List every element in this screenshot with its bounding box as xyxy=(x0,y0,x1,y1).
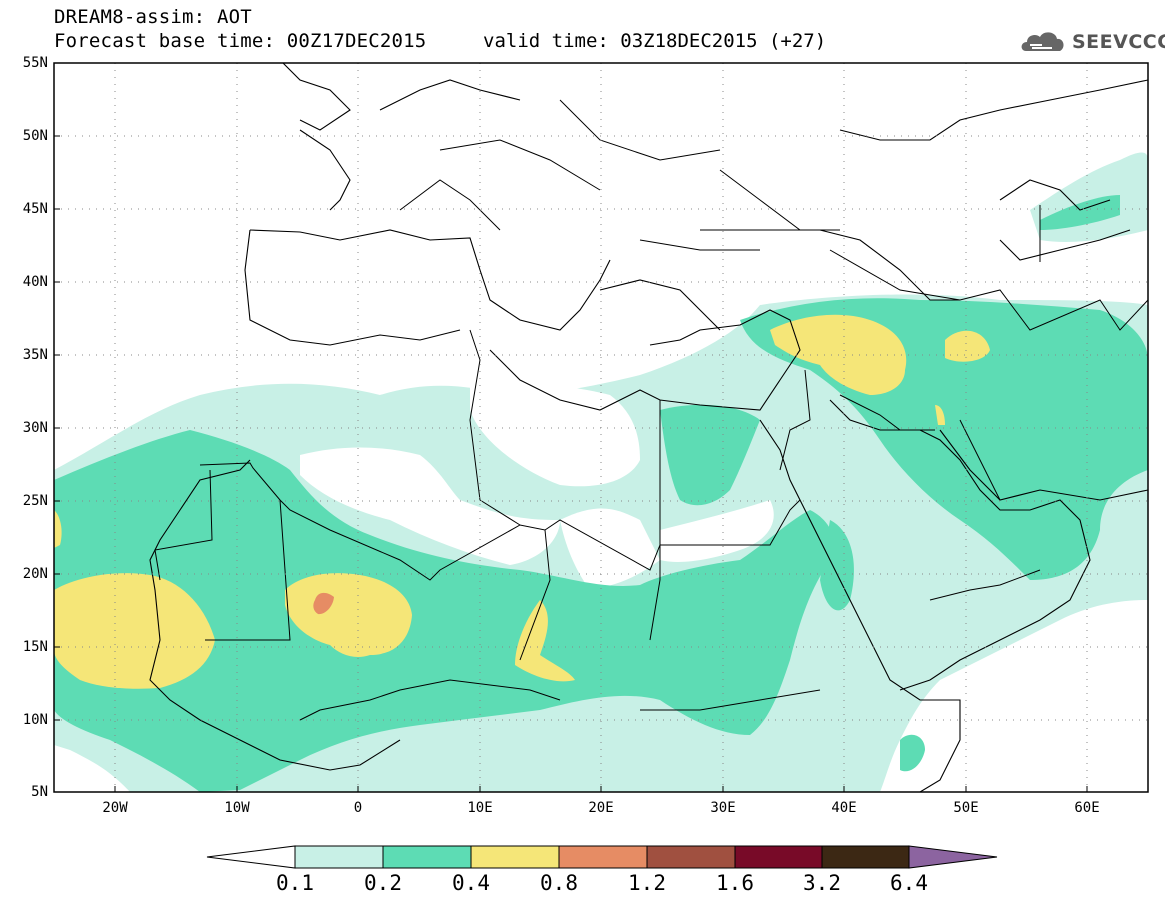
lat-label: 20N xyxy=(22,566,48,582)
aot-clear-areas xyxy=(300,383,774,590)
cloud-icon xyxy=(1021,32,1064,51)
forecast-base-time: Forecast base time: 00Z17DEC2015 xyxy=(54,30,427,52)
lat-label: 10N xyxy=(22,712,48,728)
lat-label: 5N xyxy=(31,784,48,800)
lat-label: 50N xyxy=(22,128,48,144)
lon-label: 10W xyxy=(224,800,250,816)
colorbar-bin-0.1 xyxy=(294,845,384,869)
lat-label: 30N xyxy=(22,420,48,436)
colorbar-label: 0.8 xyxy=(540,871,578,895)
graticule xyxy=(54,63,1148,792)
colorbar-bin-0.4 xyxy=(470,845,560,869)
coastlines xyxy=(149,63,1148,792)
colorbar-label: 6.4 xyxy=(890,871,928,895)
lat-label: 35N xyxy=(22,347,48,363)
lon-label: 50E xyxy=(953,800,979,816)
lon-label: 30E xyxy=(710,800,736,816)
colorbar-bin-1.6 xyxy=(734,845,823,869)
colorbar-label: 0.1 xyxy=(276,871,314,895)
colorbar-under xyxy=(206,845,296,869)
country-borders xyxy=(154,99,1148,721)
colorbar-bin-3.2 xyxy=(821,845,910,869)
colorbar-label: 1.6 xyxy=(716,871,754,895)
colorbar-label: 0.2 xyxy=(364,871,402,895)
logo-text: SEEVCCC xyxy=(1072,31,1165,53)
colorbar-label: 1.2 xyxy=(628,871,666,895)
colorbar-bin-0.8 xyxy=(558,845,648,869)
lat-label: 15N xyxy=(22,639,48,655)
lat-label: 40N xyxy=(22,274,48,290)
colorbar-over xyxy=(908,845,998,869)
lon-label: 40E xyxy=(831,800,857,816)
lon-label: 20W xyxy=(102,800,128,816)
lat-label: 55N xyxy=(22,55,48,71)
axis-ticks xyxy=(54,135,1088,792)
lat-label: 25N xyxy=(22,493,48,509)
colorbar-label: 3.2 xyxy=(803,871,841,895)
lon-label: 0 xyxy=(353,800,363,816)
lon-label: 10E xyxy=(467,800,493,816)
colorbar xyxy=(206,845,998,869)
lon-label: 60E xyxy=(1074,800,1100,816)
lon-label: 20E xyxy=(588,800,614,816)
lat-label: 45N xyxy=(22,201,48,217)
aot-level-0.8 xyxy=(313,592,334,615)
colorbar-bin-0.2 xyxy=(382,845,472,869)
colorbar-bin-1.2 xyxy=(646,845,736,869)
valid-time: valid time: 03Z18DEC2015 (+27) xyxy=(483,30,827,52)
colorbar-label: 0.4 xyxy=(452,871,490,895)
map-title: DREAM8-assim: AOT xyxy=(54,6,252,28)
